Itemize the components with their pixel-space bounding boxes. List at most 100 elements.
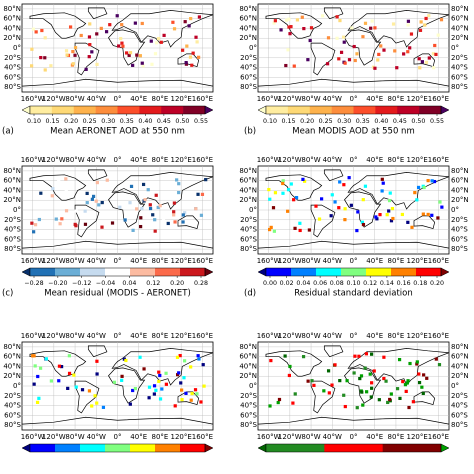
station [37,396,41,400]
station [193,388,198,392]
station [434,357,438,361]
station [347,58,352,62]
station [417,57,421,61]
station [66,386,70,390]
lat-label: 60°N [3,353,21,361]
panel-label: (b) [244,127,256,137]
station [287,25,291,29]
lat-label: 20°S [451,392,468,400]
station [133,21,137,25]
lat-label: 40°S [4,226,21,234]
station [403,383,408,387]
lat-label: 40°N [3,362,21,370]
station [385,213,389,217]
station [347,176,351,180]
lat-label: 80°S [451,245,468,253]
lon-label: 160°E [192,257,213,265]
lon-label: 0° [114,433,122,441]
station [386,400,390,405]
station [160,387,164,391]
station [287,373,291,378]
lat-label: 40°S [4,64,21,72]
station [128,402,132,406]
station [105,178,109,182]
station [152,384,157,388]
station [343,404,347,409]
lon-label: 120°E [407,95,428,103]
station [345,379,349,383]
station [32,382,36,386]
station [376,58,380,62]
station [100,200,104,205]
station [148,206,153,211]
colorbar-tick-label: 0.20 [170,280,184,287]
station [95,180,99,185]
lat-label: 60°S [4,411,21,419]
colorbar-tick-label: −0.28 [24,280,43,287]
station [182,376,186,380]
station [370,381,374,385]
station [419,20,423,24]
station [146,188,150,192]
station [436,216,440,220]
station [200,192,205,196]
station [101,405,106,409]
station [64,177,68,181]
station [95,359,99,363]
lat-label: 60°S [451,411,468,419]
colorbar-tick-label: 0.20 [64,118,78,125]
lon-label: 80°W [301,156,320,164]
lat-label: 80°N [451,5,469,13]
station [301,177,305,181]
station [197,15,202,19]
station [338,379,342,383]
station [40,28,44,33]
station [173,404,177,408]
station [425,376,429,380]
station [182,359,187,363]
station [277,397,282,402]
station [71,62,75,66]
station [384,379,388,383]
station [189,16,193,21]
station [415,362,419,366]
station [120,374,124,378]
colorbar-swatch [55,444,81,452]
colorbar-swatch [130,444,156,452]
lon-label: 80°E [388,332,405,340]
station [306,379,310,383]
station [129,184,134,189]
station [199,400,203,404]
lon-label: 80°E [152,332,169,340]
station [154,388,158,392]
lat-label: 60°S [451,73,468,81]
station [294,196,299,200]
station [364,352,369,356]
lat-label: 40°S [451,402,468,410]
station [177,371,181,375]
lat-label: 60°N [451,15,469,23]
panel-label: (a) [2,127,14,137]
colorbar-swatch [382,444,442,452]
lon-label: 120°W [42,257,66,265]
lon-label: 80°W [65,95,84,103]
colorbar-extend [21,105,31,115]
station [177,182,181,186]
lat-label: 40°S [240,64,257,72]
station [57,364,62,368]
lat-label: 40°N [239,362,257,370]
colorbar-swatch [139,106,162,114]
station [197,357,201,361]
station [298,228,302,233]
lat-label: 40°S [240,402,257,410]
station [196,192,200,196]
station [374,215,378,219]
colorbar-swatch [366,268,392,276]
station [158,397,163,401]
station [389,392,393,396]
colorbar-tick-label: 0.25 [83,118,97,125]
station [379,44,383,48]
station [194,35,198,39]
colorbar-swatch [183,106,206,114]
station [31,27,36,31]
